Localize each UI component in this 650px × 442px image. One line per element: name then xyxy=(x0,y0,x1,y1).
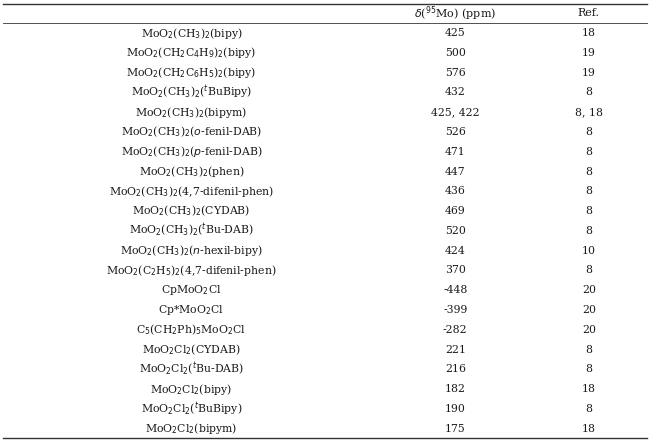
Text: 8: 8 xyxy=(586,187,592,196)
Text: 520: 520 xyxy=(445,226,466,236)
Text: 221: 221 xyxy=(445,344,466,354)
Text: 20: 20 xyxy=(582,285,596,295)
Text: 432: 432 xyxy=(445,88,466,98)
Text: 436: 436 xyxy=(445,187,466,196)
Text: MoO$_2$Cl$_2$($^t$Bu-DAB): MoO$_2$Cl$_2$($^t$Bu-DAB) xyxy=(139,361,244,378)
Text: 8: 8 xyxy=(586,167,592,176)
Text: 471: 471 xyxy=(445,147,465,157)
Text: 18: 18 xyxy=(582,423,596,434)
Text: 190: 190 xyxy=(445,404,466,414)
Text: 8: 8 xyxy=(586,404,592,414)
Text: MoO$_2$(CH$_3$)$_2$(bipy): MoO$_2$(CH$_3$)$_2$(bipy) xyxy=(140,26,242,41)
Text: -399: -399 xyxy=(443,305,467,315)
Text: 8: 8 xyxy=(586,364,592,374)
Text: 8: 8 xyxy=(586,344,592,354)
Text: MoO$_2$(CH$_3$)$_2$($p$-fenil-DAB): MoO$_2$(CH$_3$)$_2$($p$-fenil-DAB) xyxy=(121,144,262,159)
Text: 424: 424 xyxy=(445,246,465,255)
Text: 18: 18 xyxy=(582,384,596,394)
Text: MoO$_2$(CH$_2$C$_6$H$_5$)$_2$(bipy): MoO$_2$(CH$_2$C$_6$H$_5$)$_2$(bipy) xyxy=(126,65,257,80)
Text: MoO$_2$(CH$_3$)$_2$(CYDAB): MoO$_2$(CH$_3$)$_2$(CYDAB) xyxy=(133,204,251,218)
Text: 500: 500 xyxy=(445,48,466,58)
Text: MoO$_2$(C$_2$H$_5$)$_2$(4,7-difenil-phen): MoO$_2$(C$_2$H$_5$)$_2$(4,7-difenil-phen… xyxy=(106,263,277,278)
Text: 8: 8 xyxy=(586,206,592,216)
Text: 576: 576 xyxy=(445,68,465,78)
Text: CpMoO$_2$Cl: CpMoO$_2$Cl xyxy=(161,283,222,297)
Text: MoO$_2$(CH$_3$)$_2$($o$-fenil-DAB): MoO$_2$(CH$_3$)$_2$($o$-fenil-DAB) xyxy=(121,125,262,139)
Text: 8: 8 xyxy=(586,147,592,157)
Text: -448: -448 xyxy=(443,285,467,295)
Text: MoO$_2$Cl$_2$(bipy): MoO$_2$Cl$_2$(bipy) xyxy=(150,381,233,396)
Text: MoO$_2$(CH$_3$)$_2$($n$-hexil-bipy): MoO$_2$(CH$_3$)$_2$($n$-hexil-bipy) xyxy=(120,243,263,258)
Text: 216: 216 xyxy=(445,364,466,374)
Text: MoO$_2$(CH$_3$)$_2$(phen): MoO$_2$(CH$_3$)$_2$(phen) xyxy=(138,164,244,179)
Text: 447: 447 xyxy=(445,167,465,176)
Text: 175: 175 xyxy=(445,423,465,434)
Text: MoO$_2$(CH$_3$)$_2$(bipym): MoO$_2$(CH$_3$)$_2$(bipym) xyxy=(135,105,248,120)
Text: MoO$_2$(CH$_3$)$_2$($^t$Bu-DAB): MoO$_2$(CH$_3$)$_2$($^t$Bu-DAB) xyxy=(129,222,254,240)
Text: 20: 20 xyxy=(582,325,596,335)
Text: C$_5$(CH$_2$Ph)$_5$MoO$_2$Cl: C$_5$(CH$_2$Ph)$_5$MoO$_2$Cl xyxy=(136,322,246,337)
Text: 8: 8 xyxy=(586,226,592,236)
Text: 8, 18: 8, 18 xyxy=(575,107,603,117)
Text: MoO$_2$(CH$_3$)$_2$(4,7-difenil-phen): MoO$_2$(CH$_3$)$_2$(4,7-difenil-phen) xyxy=(109,184,274,199)
Text: 20: 20 xyxy=(582,305,596,315)
Text: MoO$_2$(CH$_3$)$_2$($^t$BuBipy): MoO$_2$(CH$_3$)$_2$($^t$BuBipy) xyxy=(131,84,252,101)
Text: 10: 10 xyxy=(582,246,596,255)
Text: 526: 526 xyxy=(445,127,466,137)
Text: MoO$_2$Cl$_2$(CYDAB): MoO$_2$Cl$_2$(CYDAB) xyxy=(142,342,240,357)
Text: 19: 19 xyxy=(582,48,596,58)
Text: 18: 18 xyxy=(582,28,596,38)
Text: 370: 370 xyxy=(445,266,466,275)
Text: 469: 469 xyxy=(445,206,465,216)
Text: MoO$_2$Cl$_2$(bipym): MoO$_2$Cl$_2$(bipym) xyxy=(146,421,238,436)
Text: $\delta$($^{95}$Mo) (ppm): $\delta$($^{95}$Mo) (ppm) xyxy=(414,4,497,23)
Text: -282: -282 xyxy=(443,325,467,335)
Text: Ref.: Ref. xyxy=(578,8,600,19)
Text: MoO$_2$(CH$_2$C$_4$H$_9$)$_2$(bipy): MoO$_2$(CH$_2$C$_4$H$_9$)$_2$(bipy) xyxy=(126,46,257,61)
Text: MoO$_2$Cl$_2$($^t$BuBipy): MoO$_2$Cl$_2$($^t$BuBipy) xyxy=(141,400,242,418)
Text: 8: 8 xyxy=(586,266,592,275)
Text: 19: 19 xyxy=(582,68,596,78)
Text: 8: 8 xyxy=(586,127,592,137)
Text: 182: 182 xyxy=(445,384,466,394)
Text: 425, 422: 425, 422 xyxy=(431,107,480,117)
Text: 425: 425 xyxy=(445,28,465,38)
Text: 8: 8 xyxy=(586,88,592,98)
Text: Cp*MoO$_2$Cl: Cp*MoO$_2$Cl xyxy=(159,303,224,317)
